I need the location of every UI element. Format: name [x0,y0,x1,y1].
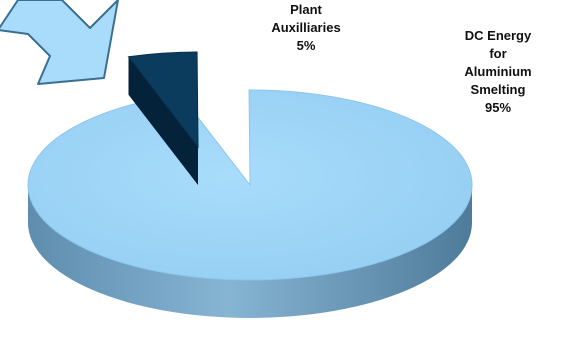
pie-slice [127,51,199,149]
pie-slice [27,89,473,281]
slice-label-line: 95% [485,100,511,115]
slice-label-line: Smelting [471,82,526,97]
pie-slice-cut-wall [128,56,198,185]
slice-label-dc-energy: DC Energy for Aluminium Smelting 95% [464,28,532,115]
slice-label-line: for [489,46,506,61]
slice-label-line: DC Energy [465,28,532,43]
down-left-arrow-icon [0,0,119,85]
slice-label-line: Plant [290,2,322,17]
slice-label-line: 5% [297,38,316,53]
pie-slice-side [28,185,472,318]
slice-label-line: Auxilliaries [271,20,340,35]
slice-label-line: Aluminium [464,64,531,79]
slice-label-plant-auxilliaries: Plant Auxilliaries 5% [271,2,340,53]
